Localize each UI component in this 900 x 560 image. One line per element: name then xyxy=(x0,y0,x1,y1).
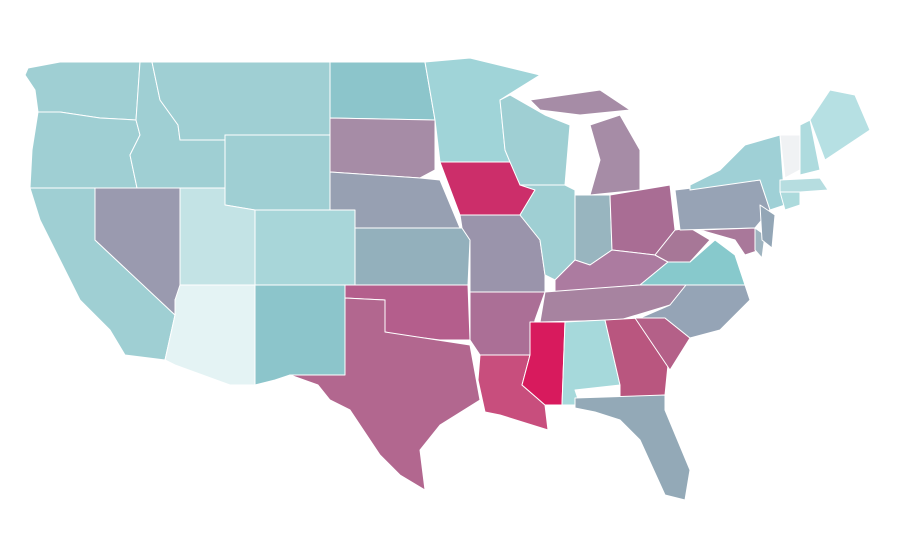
state xyxy=(254,209,356,286)
state xyxy=(254,284,346,386)
state xyxy=(529,89,631,116)
state xyxy=(29,111,141,189)
state xyxy=(151,61,331,141)
state xyxy=(779,191,801,211)
state xyxy=(519,184,576,281)
state xyxy=(354,227,471,286)
state xyxy=(329,61,436,121)
state xyxy=(809,89,871,161)
state xyxy=(329,117,436,179)
state xyxy=(699,227,761,256)
state xyxy=(779,177,829,193)
state xyxy=(289,297,481,491)
state xyxy=(224,134,331,211)
state xyxy=(639,279,751,339)
state xyxy=(674,179,771,231)
states xyxy=(24,57,871,501)
state xyxy=(164,284,256,386)
state xyxy=(589,114,641,196)
state xyxy=(799,119,821,176)
state xyxy=(759,204,776,249)
state xyxy=(654,227,711,263)
state xyxy=(574,394,691,501)
state xyxy=(24,61,141,121)
